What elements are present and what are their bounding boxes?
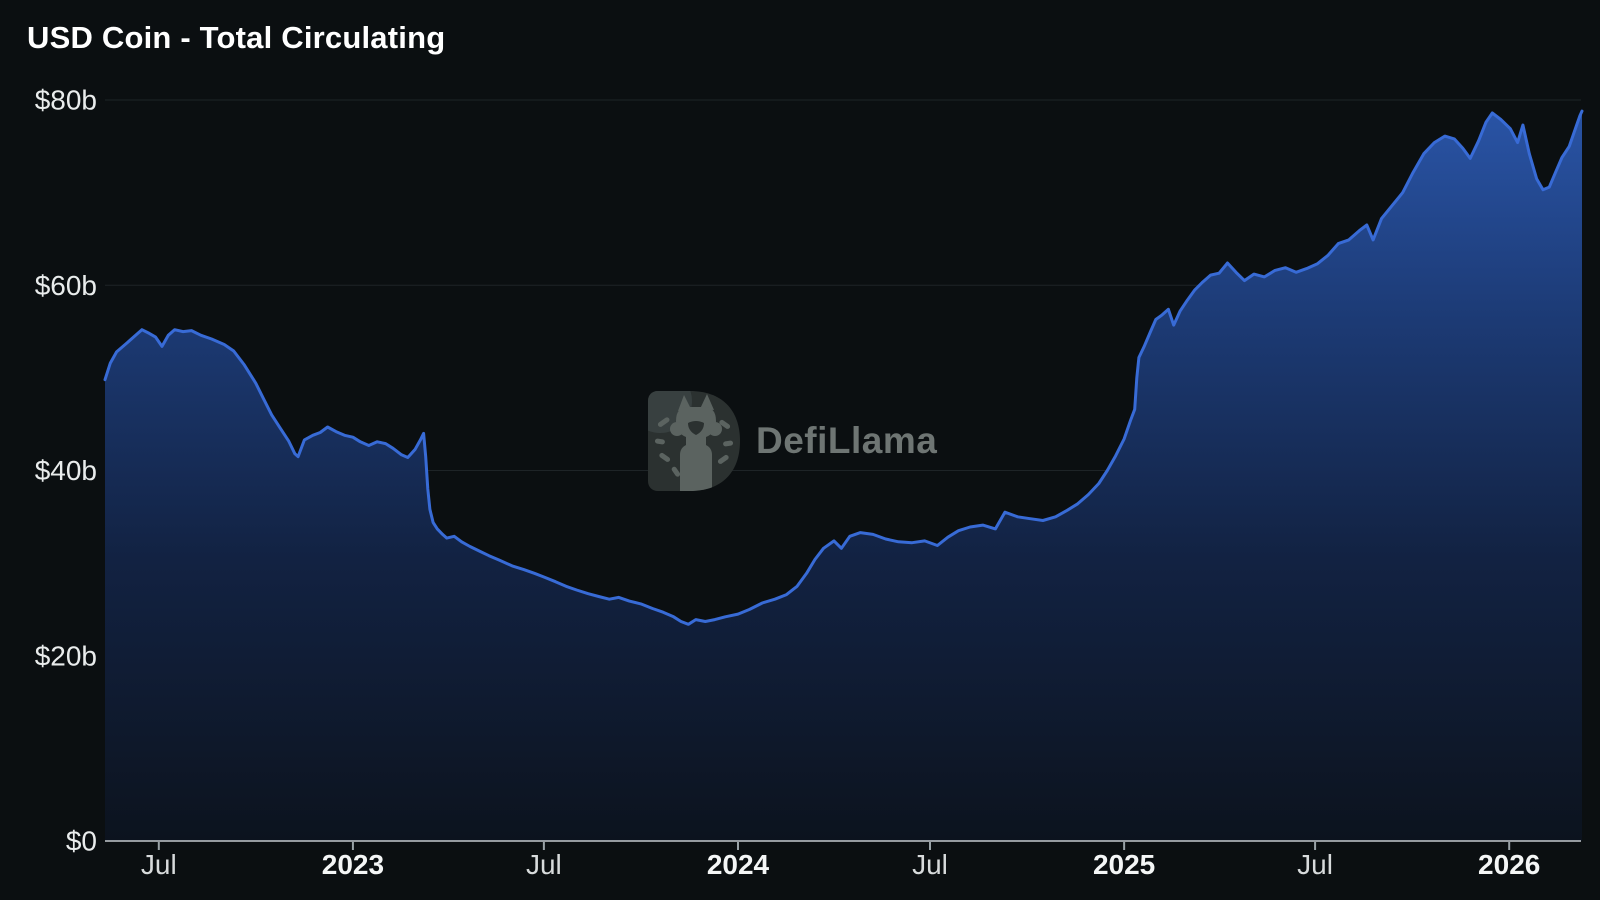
y-axis-labels: $80b $60b $40b $20b $0: [35, 85, 97, 857]
page-title: USD Coin - Total Circulating: [27, 20, 446, 55]
y-tick-label: $60b: [35, 270, 97, 301]
x-tick-label: 2023: [322, 849, 384, 880]
x-tick-label: 2026: [1478, 849, 1540, 880]
x-tick-label: Jul: [141, 849, 177, 880]
x-axis-labels: Jul 2023 Jul 2024 Jul 2025 Jul 2026: [141, 849, 1540, 880]
y-tick-label: $0: [66, 826, 97, 857]
y-tick-label: $40b: [35, 455, 97, 486]
x-tick-label: Jul: [912, 849, 948, 880]
x-axis-tick-marks: [157, 842, 1511, 850]
x-tick-label: Jul: [1297, 849, 1333, 880]
x-tick-label: 2024: [707, 849, 770, 880]
x-tick-label: 2025: [1093, 849, 1155, 880]
y-tick-label: $20b: [35, 640, 97, 671]
x-tick-label: Jul: [526, 849, 562, 880]
area-fill: [105, 111, 1582, 842]
series-line: [103, 109, 1584, 626]
y-tick-label: $80b: [35, 85, 97, 116]
